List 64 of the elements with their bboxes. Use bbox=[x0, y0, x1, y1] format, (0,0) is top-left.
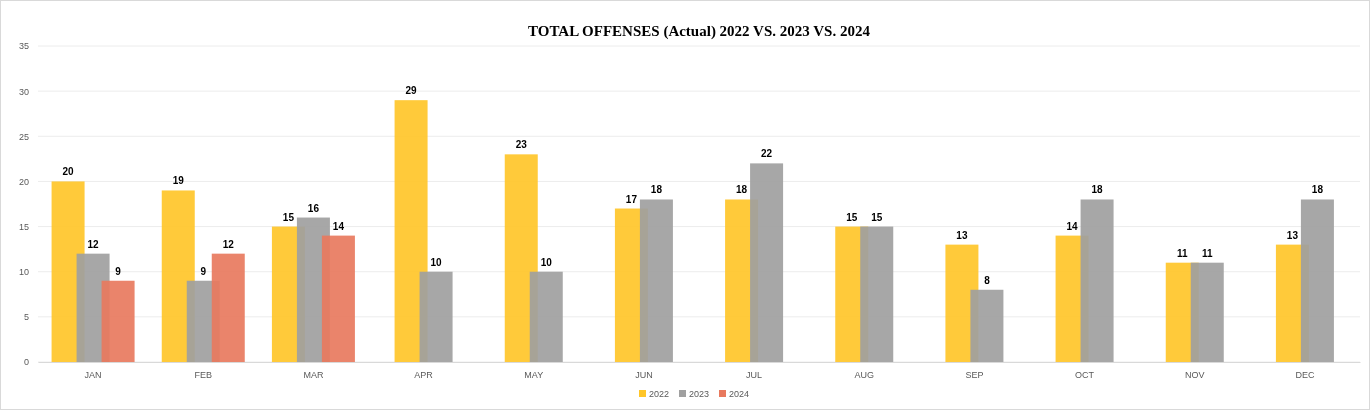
bar bbox=[394, 100, 428, 362]
data-label: 11 bbox=[1176, 247, 1188, 259]
data-label: 18 bbox=[1311, 184, 1324, 196]
data-label: 10 bbox=[430, 256, 443, 268]
bar bbox=[1190, 262, 1224, 362]
data-label: 12 bbox=[222, 238, 235, 250]
data-label: 8 bbox=[984, 274, 991, 286]
data-label: 9 bbox=[115, 265, 122, 277]
bar bbox=[1300, 199, 1334, 362]
y-tick-label: 5 bbox=[23, 312, 29, 323]
x-tick-label: JUN bbox=[635, 370, 653, 381]
data-label: 20 bbox=[62, 166, 75, 178]
data-label: 18 bbox=[1091, 184, 1104, 196]
y-tick-label: 20 bbox=[18, 176, 29, 187]
x-tick-label: MAY bbox=[524, 370, 544, 381]
y-tick-label: 30 bbox=[18, 86, 29, 97]
data-label: 14 bbox=[1066, 220, 1079, 232]
x-tick-label: APR bbox=[414, 370, 434, 381]
y-tick-label: 0 bbox=[23, 357, 29, 368]
data-label: 15 bbox=[282, 211, 295, 223]
y-tick-label: 25 bbox=[18, 131, 29, 142]
data-label: 17 bbox=[625, 193, 638, 205]
bar bbox=[970, 289, 1004, 362]
data-label: 19 bbox=[172, 175, 185, 187]
bar bbox=[101, 280, 135, 362]
data-label: 16 bbox=[307, 202, 320, 214]
bar bbox=[639, 199, 673, 362]
x-tick-label: OCT bbox=[1075, 370, 1095, 381]
data-label: 13 bbox=[1286, 229, 1299, 241]
data-label: 23 bbox=[515, 139, 528, 151]
data-label: 18 bbox=[650, 184, 663, 196]
data-label: 29 bbox=[405, 85, 418, 97]
data-label: 11 bbox=[1201, 247, 1213, 259]
bar bbox=[860, 226, 894, 362]
data-label: 13 bbox=[956, 229, 968, 241]
data-label: 22 bbox=[761, 148, 773, 160]
bar bbox=[211, 253, 245, 362]
data-label: 14 bbox=[332, 220, 345, 232]
data-label: 18 bbox=[736, 184, 748, 196]
x-tick-label: DEC bbox=[1295, 370, 1315, 381]
x-tick-label: MAR bbox=[303, 370, 324, 381]
x-tick-label: JUL bbox=[746, 370, 763, 381]
y-tick-label: 35 bbox=[18, 41, 29, 52]
legend-label: 2022 bbox=[649, 389, 670, 399]
chart-title: TOTAL OFFENSES (Actual) 2022 VS. 2023 VS. 2024 bbox=[528, 23, 871, 40]
x-tick-label: AUG bbox=[854, 370, 875, 381]
y-tick-label: 15 bbox=[18, 221, 29, 232]
bar bbox=[419, 271, 453, 362]
bar bbox=[750, 163, 784, 362]
data-label: 15 bbox=[871, 211, 883, 223]
x-tick-label: FEB bbox=[194, 370, 213, 381]
bar bbox=[1080, 199, 1114, 362]
data-label: 9 bbox=[200, 265, 207, 277]
x-tick-label: NOV bbox=[1184, 370, 1205, 381]
data-label: 10 bbox=[540, 256, 553, 268]
x-tick-label: JAN bbox=[84, 370, 102, 381]
y-tick-label: 10 bbox=[18, 267, 29, 278]
x-tick-label: SEP bbox=[965, 370, 984, 381]
legend-label: 2023 bbox=[689, 389, 710, 399]
data-label: 15 bbox=[846, 211, 858, 223]
data-label: 12 bbox=[87, 238, 100, 250]
legend-label: 2024 bbox=[729, 389, 750, 399]
bar bbox=[529, 271, 563, 362]
bar bbox=[321, 235, 355, 362]
